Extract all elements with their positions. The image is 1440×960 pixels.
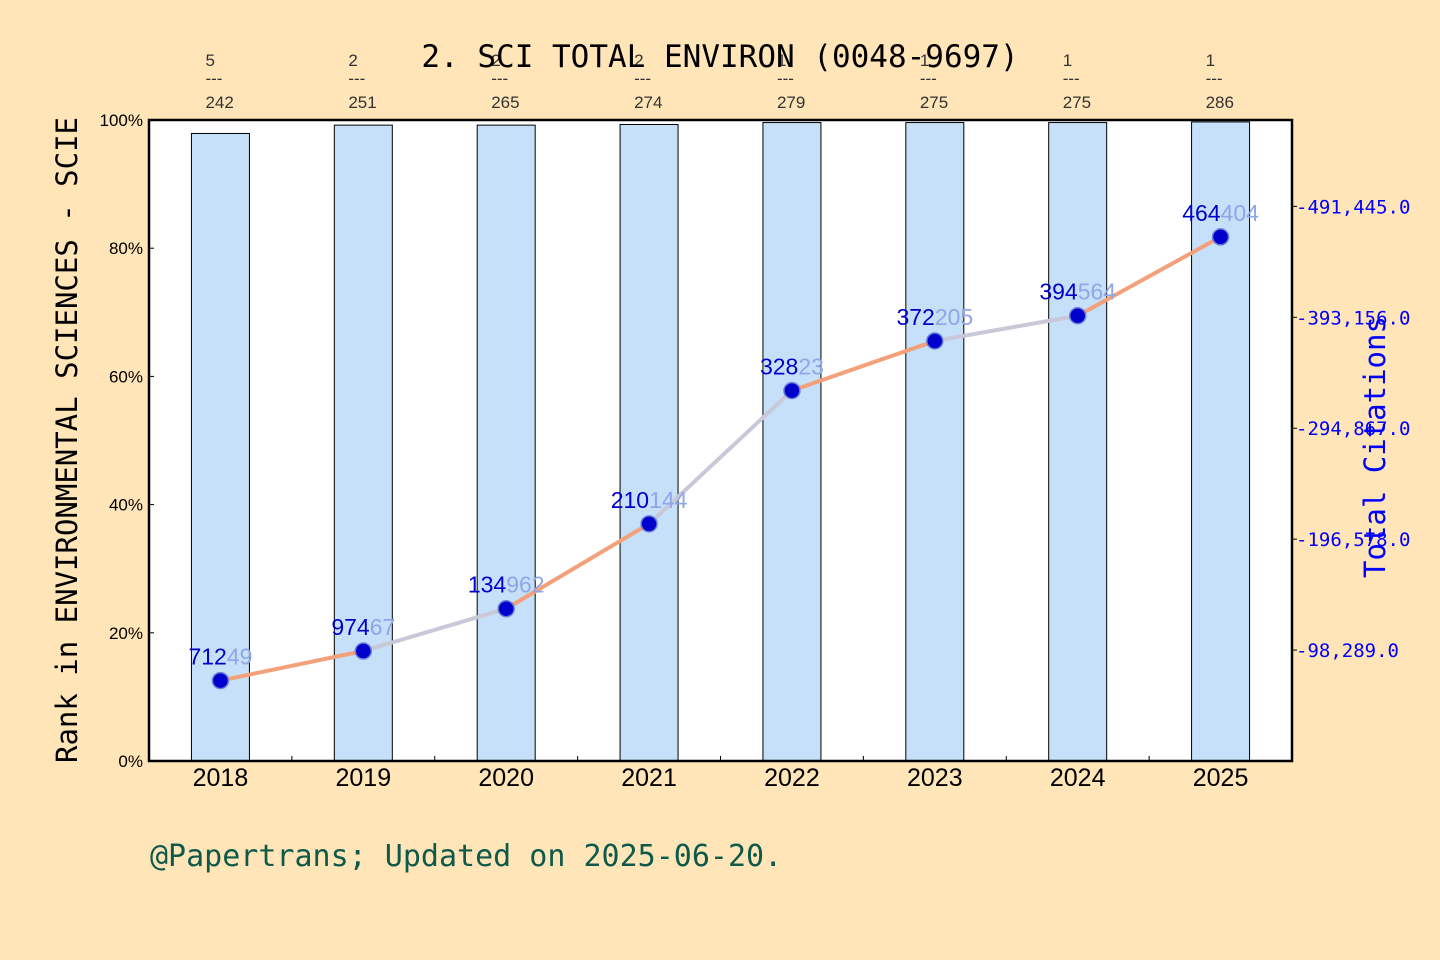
citation-data-label: 32823 <box>760 354 824 380</box>
bar-2018 <box>190 132 250 762</box>
citation-point-2022 <box>783 381 801 400</box>
citation-point-2020 <box>497 599 515 618</box>
x-tick-label: 2023 <box>907 764 963 792</box>
citation-point-2021 <box>640 515 658 533</box>
citation-data-label: 97467 <box>331 614 395 640</box>
rank-separator: --- <box>634 69 651 88</box>
citation-data-label: 71249 <box>188 644 252 670</box>
y-tick-label: 0% <box>118 752 143 771</box>
x-tick-label: 2022 <box>764 764 820 792</box>
rank-total: 265 <box>491 93 519 112</box>
bar-2020 <box>476 124 536 762</box>
bar-2022 <box>762 122 822 762</box>
citation-point-2025 <box>1211 228 1230 246</box>
rank-separator: --- <box>777 69 794 88</box>
y-tick-label: 60% <box>109 367 143 386</box>
rank-label: 2 <box>634 51 643 70</box>
x-tick-label: 2021 <box>621 764 677 792</box>
citation-point-2018 <box>211 671 230 690</box>
citation-data-label: 394564 <box>1039 279 1116 305</box>
rank-label: 1 <box>777 51 786 70</box>
plot-area <box>149 120 1292 761</box>
x-tick-label: 2025 <box>1193 764 1249 792</box>
chart-title: 2. SCI TOTAL ENVIRON (0048-9697) <box>421 39 1018 75</box>
rank-total: 274 <box>634 93 662 112</box>
bar-2021 <box>619 123 679 762</box>
citation-point-2019 <box>354 642 373 660</box>
rank-total: 275 <box>920 93 948 112</box>
citation-line-segment <box>789 338 937 393</box>
y-tick-label: 100% <box>100 111 143 130</box>
rank-label: 5 <box>205 51 214 70</box>
y2-tick-label: -98,289.0 <box>1296 640 1399 662</box>
citation-line-segment <box>218 649 366 683</box>
citation-line-segment <box>361 606 509 654</box>
y2-tick-label: -491,445.0 <box>1296 196 1410 218</box>
rank-total: 275 <box>1063 93 1091 112</box>
citation-data-label: 134962 <box>468 572 545 598</box>
rank-label: 2 <box>491 51 500 70</box>
rank-separator: --- <box>1063 69 1080 88</box>
y-tick-label: 80% <box>109 239 143 258</box>
rank-label: 2 <box>348 51 357 70</box>
y2-tick-label: -393,156.0 <box>1296 307 1410 329</box>
citation-line-segment <box>932 313 1080 343</box>
citation-data-label: 210144 <box>611 487 688 513</box>
rank-total: 279 <box>777 93 805 112</box>
x-tick-label: 2018 <box>193 764 249 792</box>
bar-2024 <box>1048 122 1108 762</box>
x-tick-label: 2019 <box>336 764 392 792</box>
rank-total: 242 <box>205 93 233 112</box>
rank-total: 286 <box>1206 93 1234 112</box>
citation-line-segment <box>504 521 652 611</box>
y-tick-label: 20% <box>109 624 143 643</box>
y2-tick-label: -294,867.0 <box>1296 418 1410 440</box>
citation-data-label: 372205 <box>896 304 973 330</box>
rank-total: 251 <box>348 93 376 112</box>
rank-separator: --- <box>1206 69 1223 88</box>
y-tick-label: 40% <box>109 496 143 515</box>
citation-line-segment <box>1075 234 1223 318</box>
y2-axis-label: Total Citations <box>1358 316 1392 578</box>
x-tick-label: 2024 <box>1050 764 1106 792</box>
rank-label: 1 <box>1206 51 1215 70</box>
citation-line-segment <box>647 388 794 526</box>
footer-note: @Papertrans; Updated on 2025-06-20. <box>150 839 782 874</box>
rank-separator: --- <box>348 69 365 88</box>
bar-2019 <box>333 124 393 762</box>
rank-separator: --- <box>491 69 508 88</box>
rank-separator: --- <box>920 69 937 88</box>
y-axis-label: Rank in ENVIRONMENTAL SCIENCES - SCIE <box>50 117 84 763</box>
citation-data-label: 464404 <box>1182 200 1259 226</box>
y2-tick-label: -196,578.0 <box>1296 529 1410 551</box>
rank-separator: --- <box>205 69 222 88</box>
x-tick-label: 2020 <box>478 764 534 792</box>
rank-label: 1 <box>1063 51 1072 70</box>
rank-label: 1 <box>920 51 929 70</box>
citation-point-2024 <box>1068 306 1087 325</box>
citation-point-2023 <box>926 332 944 350</box>
bar-2023 <box>905 122 965 762</box>
